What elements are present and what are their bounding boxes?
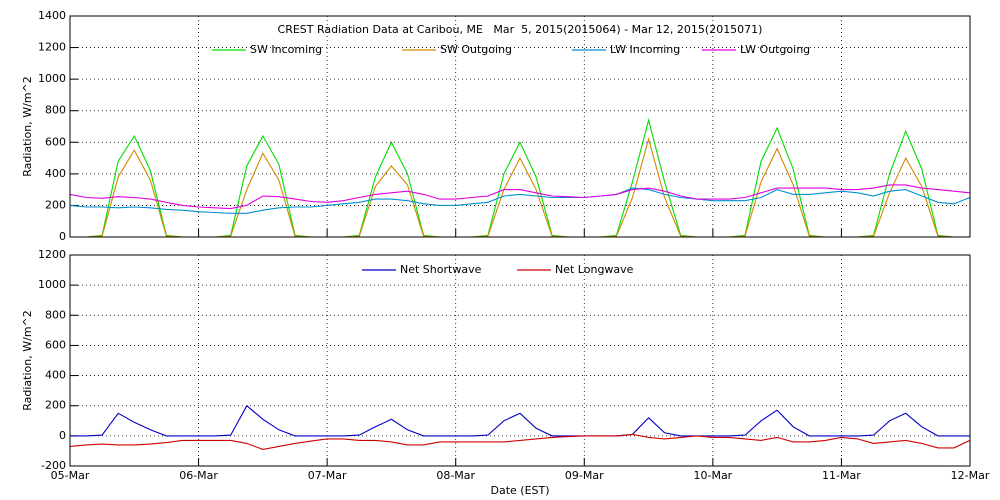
y-tick-label: 1400 — [38, 9, 66, 22]
y-tick-label: 1000 — [38, 278, 66, 291]
x-axis-label: Date (EST) — [490, 484, 549, 497]
y-tick-label: 800 — [45, 308, 66, 321]
x-tick-label: 07-Mar — [308, 469, 347, 482]
x-tick-label: 08-Mar — [436, 469, 475, 482]
x-tick-label: 05-Mar — [51, 469, 90, 482]
y-tick-label: 1000 — [38, 72, 66, 85]
plot-frame — [69, 254, 971, 467]
series-line — [69, 184, 971, 210]
x-tick-label: 11-Mar — [822, 469, 861, 482]
y-tick-label: 200 — [45, 399, 66, 412]
legend-label: LW Outgoing — [740, 43, 810, 56]
y-tick-label: 1200 — [38, 41, 66, 54]
y-tick-label: 200 — [45, 198, 66, 211]
x-tick-label: 10-Mar — [693, 469, 732, 482]
y-tick-label: -200 — [41, 459, 66, 472]
x-tick-label: 09-Mar — [565, 469, 604, 482]
y-axis-label: Radiation, W/m^2 — [21, 310, 34, 411]
y-tick-label: 0 — [59, 230, 66, 243]
legend-label: Net Longwave — [555, 263, 634, 276]
series-line — [70, 404, 970, 437]
legend-label: Net Shortwave — [400, 263, 482, 276]
y-tick-label: 800 — [45, 104, 66, 117]
y-tick-label: 400 — [45, 167, 66, 180]
legend-label: SW Outgoing — [440, 43, 512, 56]
chart-title: CREST Radiation Data at Caribou, ME Mar … — [278, 23, 763, 36]
legend-label: LW Incoming — [610, 43, 680, 56]
y-tick-label: 0 — [59, 429, 66, 442]
y-axis-label: Radiation, W/m^2 — [21, 76, 34, 177]
y-tick-label: 600 — [45, 135, 66, 148]
y-tick-label: 400 — [45, 369, 66, 382]
legend-label: SW Incoming — [250, 43, 322, 56]
series-line — [69, 187, 971, 214]
x-tick-label: 12-Mar — [951, 469, 990, 482]
x-tick-label: 06-Mar — [179, 469, 218, 482]
y-tick-label: 1200 — [38, 248, 66, 261]
y-tick-label: 600 — [45, 338, 66, 351]
series-line — [69, 433, 971, 450]
plot-frame — [69, 15, 971, 238]
